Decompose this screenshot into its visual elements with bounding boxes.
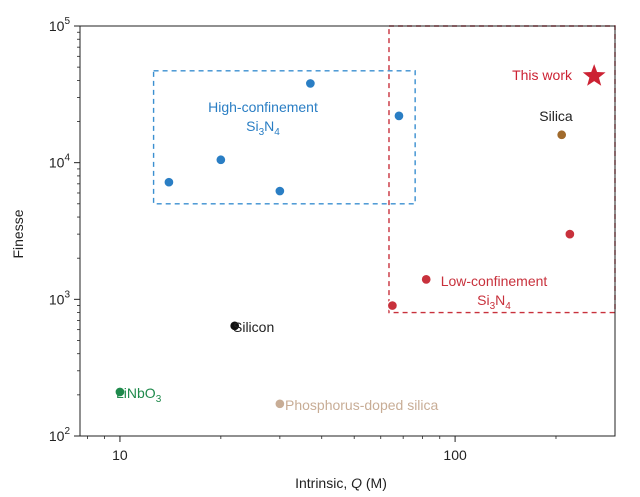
y-axis-label: Finesse: [10, 209, 26, 258]
silica-label: Silica: [539, 108, 573, 124]
low-confinement-label: Low-confinement: [441, 273, 548, 289]
phosphorus-doped-silica-point: [274, 398, 286, 410]
y-tick-label: 103: [49, 289, 71, 307]
x-tick-label: 10: [112, 447, 128, 463]
x-axis-label: Intrinsic, Q (M): [295, 475, 387, 491]
silicon-point: [229, 320, 241, 332]
high-confinement-label: High-confinement: [208, 99, 318, 115]
axis-ticks: 102 103 104 105 10 100: [49, 16, 557, 463]
linbo3-label: LiNbO3: [116, 385, 162, 405]
high-confinement-region: [152, 70, 416, 205]
phosphorus-doped-silica-label: Phosphorus-doped silica: [285, 397, 439, 413]
y-tick-label: 105: [49, 16, 71, 34]
low-confinement-region: [388, 25, 616, 314]
low-confinement-si3n4-point: [420, 273, 432, 286]
linbo3-point: [114, 386, 126, 398]
silica-point: [556, 129, 568, 141]
silicon-label: Silicon: [233, 319, 274, 335]
high-confinement-si3n4-point: [304, 77, 317, 90]
low-confinement-si3n4-point: [386, 299, 399, 312]
high-confinement-si3n4-point: [163, 176, 175, 188]
plot-area: [79, 25, 616, 437]
low-confinement-si3n4-point: [564, 228, 576, 240]
y-tick-label: 102: [49, 426, 71, 444]
high-confinement-si3n4-point: [274, 185, 286, 197]
this-work-marker: [582, 64, 606, 86]
high-confinement-si3n4-point: [393, 110, 405, 122]
high-confinement-formula: Si3N4: [246, 118, 280, 138]
x-tick-label: 100: [443, 447, 467, 463]
y-tick-label: 104: [49, 153, 71, 171]
data-points: [114, 64, 606, 410]
this-work-label: This work: [512, 67, 573, 83]
high-confinement-si3n4-point: [215, 154, 227, 166]
low-confinement-formula: Si3N4: [477, 292, 511, 312]
